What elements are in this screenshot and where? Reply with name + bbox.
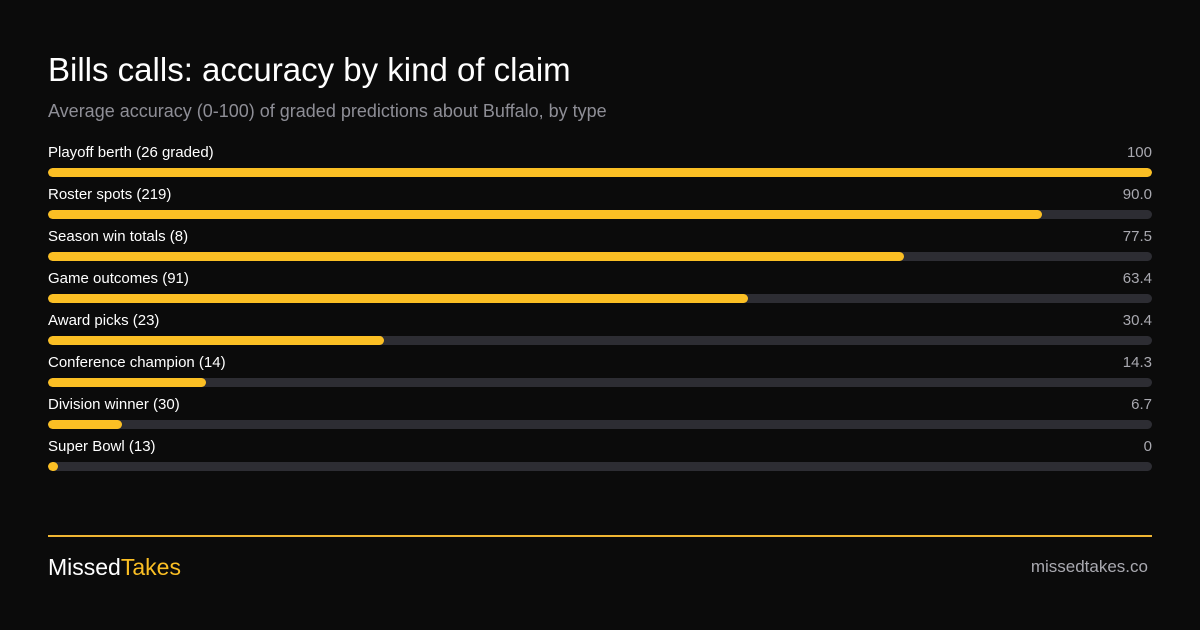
bar-label: Super Bowl (13) [48, 438, 156, 455]
bar-row: Season win totals (8) 77.5 [48, 227, 1152, 269]
bar-fill [48, 378, 206, 387]
brand-logo: MissedTakes [48, 553, 181, 581]
bar-track [48, 336, 1152, 345]
bar-row: Conference champion (14) 14.3 [48, 353, 1152, 395]
bar-fill [48, 294, 748, 303]
bar-value-label: 77.5 [1122, 228, 1152, 245]
bar-label: Division winner (30) [48, 396, 180, 413]
bar-row: Award picks (23) 30.4 [48, 311, 1152, 353]
bar-row: Division winner (30) 6.7 [48, 395, 1152, 437]
bar-fill [48, 168, 1152, 177]
bar-fill [48, 462, 58, 471]
bar-track [48, 378, 1152, 387]
bar-value-label: 100 [1126, 144, 1152, 161]
bar-label: Season win totals (8) [48, 228, 189, 245]
chart-title: Bills calls: accuracy by kind of claim [48, 51, 571, 88]
bar-row: Roster spots (219) 90.0 [48, 185, 1152, 227]
bar-fill [48, 210, 1042, 219]
bar-value-label: 14.3 [1122, 354, 1152, 371]
bar-value-label: 30.4 [1122, 312, 1152, 329]
brand-logo-part2: Takes [120, 554, 181, 580]
bar-track [48, 210, 1152, 219]
bar-fill [48, 420, 122, 429]
bar-value-label: 6.7 [1131, 396, 1152, 413]
bar-fill [48, 336, 384, 345]
chart-subtitle: Average accuracy (0-100) of graded predi… [48, 101, 607, 121]
footer-divider [48, 535, 1152, 537]
bar-fill [48, 252, 904, 261]
site-url: missedtakes.co [1030, 557, 1148, 576]
bar-label: Game outcomes (91) [48, 270, 189, 287]
bar-track [48, 252, 1152, 261]
bar-chart: Playoff berth (26 graded) 100 Roster spots… [48, 143, 1152, 479]
bar-track [48, 168, 1152, 177]
bar-track [48, 420, 1152, 429]
bar-track [48, 294, 1152, 303]
brand-logo-part1: Missed [48, 554, 121, 580]
bar-label: Award picks (23) [48, 312, 160, 329]
bar-row: Game outcomes (91) 63.4 [48, 269, 1152, 311]
bar-label: Conference champion (14) [48, 354, 226, 371]
bar-track [48, 462, 1152, 471]
bar-label: Roster spots (219) [48, 186, 172, 203]
bar-label: Playoff berth (26 graded) [48, 144, 214, 161]
bar-row: Playoff berth (26 graded) 100 [48, 143, 1152, 185]
bar-row: Super Bowl (13) 0 [48, 437, 1152, 479]
bar-value-label: 0 [1143, 438, 1152, 455]
bar-value-label: 63.4 [1122, 270, 1152, 287]
bar-value-label: 90.0 [1122, 186, 1152, 203]
